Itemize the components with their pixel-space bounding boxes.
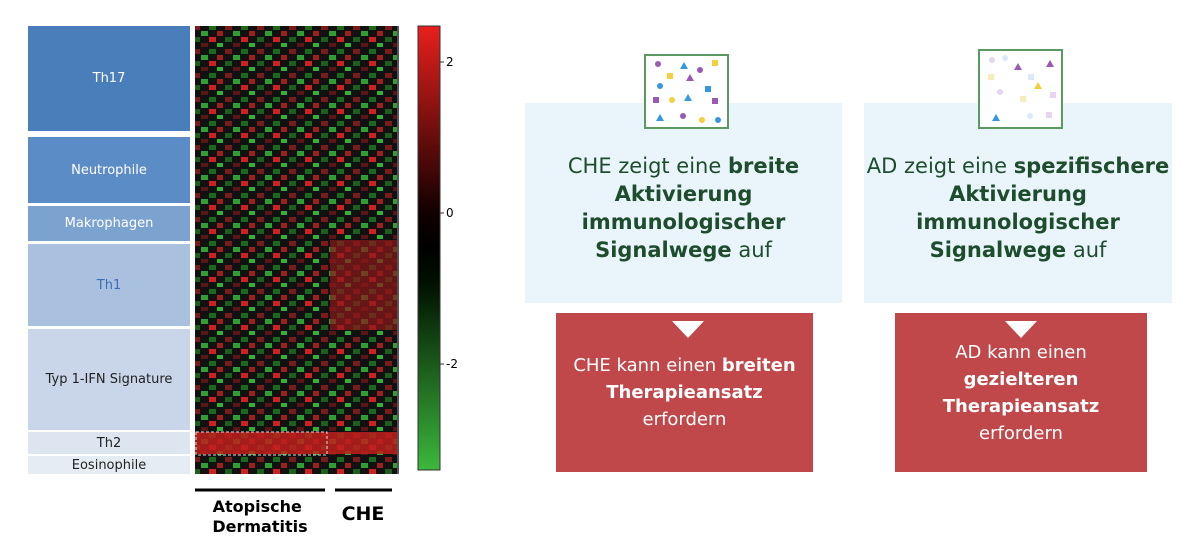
text-line: immunologischer (916, 208, 1120, 236)
colorbar-tick-label: 2 (446, 55, 454, 69)
column-label: CHE (342, 503, 385, 525)
text-segment: immunologischer (916, 210, 1120, 234)
column-label: Atopische Dermatitis (212, 497, 307, 536)
colorbar (417, 25, 441, 471)
group-label: Eosinophile (28, 456, 190, 474)
text-segment: CHE kann einen (573, 355, 722, 376)
text-line: immunologischer (582, 208, 786, 236)
heatmap-block (195, 432, 397, 454)
group-label: Neutrophile (28, 137, 190, 203)
text-segment: Therapieansatz (942, 395, 1100, 417)
text-line: erfordern (979, 420, 1063, 447)
text-segment: immunologischer (581, 210, 786, 234)
text-segment: Signalwege (929, 238, 1067, 262)
text-segment: Signalwege (595, 238, 732, 262)
text-line: AD kann einen (955, 339, 1087, 366)
therapy-box: AD kann einen gezielteren Therapieansatz er… (895, 313, 1147, 472)
text-line: Signalwege auf (930, 236, 1107, 264)
text-segment: Therapieansatz (606, 382, 763, 403)
text-line: Signalwege auf (595, 236, 772, 264)
text-line: Aktivierung (949, 180, 1087, 208)
text-segment: AD kann einen (955, 341, 1087, 363)
group-label: Th2 (28, 432, 190, 454)
heatmap-block (330, 240, 397, 330)
text-segment: auf (731, 238, 772, 262)
text-line: Therapieansatz (943, 393, 1100, 420)
therapy-box: CHE kann einen breiten Therapieansatz erfo… (556, 313, 813, 472)
group-label: Th17 (28, 26, 190, 131)
highlight (195, 431, 328, 456)
heatmap: 2 0 -2 Atopische Dermatitis CHE (195, 25, 458, 536)
text-line: CHE kann einen breiten (573, 352, 795, 379)
text-line: AD zeigt eine spezifischere (867, 152, 1169, 180)
finding-box: CHE zeigt eine breite Aktivierung immunolo… (525, 103, 842, 303)
text-segment: gezielteren (963, 368, 1079, 390)
text-segment: Aktivierung (614, 182, 753, 206)
finding-box: AD zeigt eine spezifischere Aktivierung im… (864, 103, 1172, 303)
text-segment: erfordern (642, 409, 727, 430)
colorbar-tick-label: 0 (446, 206, 454, 220)
text-segment: breite (727, 154, 800, 178)
text-line: gezielteren (964, 366, 1079, 393)
text-segment: spezifischere (1013, 154, 1170, 178)
text-segment: erfordern (979, 422, 1063, 444)
group-label: Th1 (28, 244, 190, 326)
group-label: Typ 1-IFN Signature (28, 329, 190, 430)
text-line: Therapieansatz (606, 379, 763, 406)
group-label: Makrophagen (28, 206, 190, 241)
colorbar-tick-label: -2 (446, 357, 458, 371)
text-segment: CHE zeigt eine (567, 154, 728, 178)
text-line: erfordern (643, 406, 727, 433)
text-line: CHE zeigt eine breite (568, 152, 799, 180)
text-segment: AD zeigt eine (866, 154, 1014, 178)
text-segment: breiten (721, 355, 796, 376)
text-segment: auf (1066, 238, 1107, 262)
text-segment: Aktivierung (949, 182, 1087, 206)
text-line: Aktivierung (615, 180, 753, 208)
